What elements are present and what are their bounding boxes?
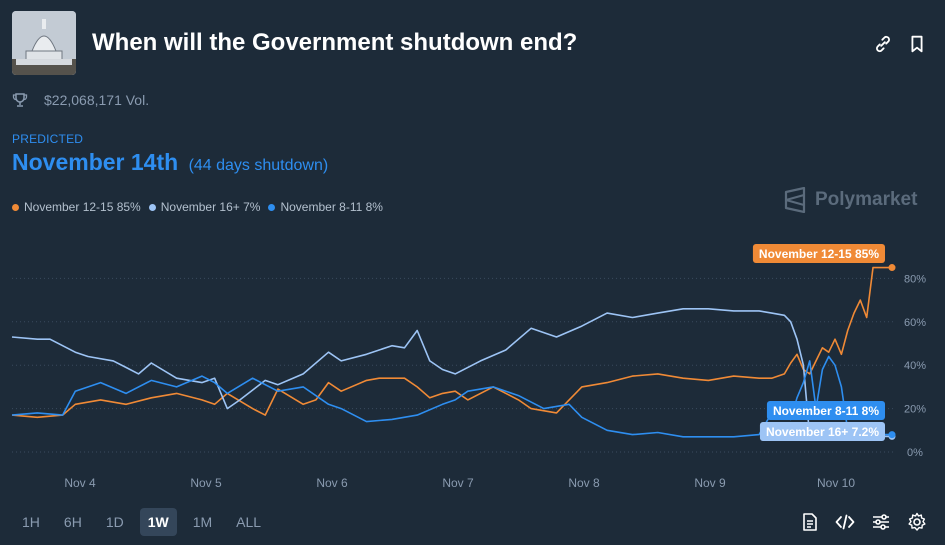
legend-label: November 8-11 8% bbox=[280, 200, 383, 214]
end-label-text: November 12-15 85% bbox=[759, 247, 879, 261]
x-tick-label: Nov 4 bbox=[64, 476, 96, 490]
series-end-point bbox=[888, 431, 896, 439]
legend-item-nov-12-15: November 12-15 85% bbox=[12, 200, 141, 214]
predicted-outcome: November 14th (44 days shutdown) bbox=[12, 149, 328, 176]
end-label: November 16+ 7.2% bbox=[759, 422, 885, 441]
market-thumbnail bbox=[12, 11, 76, 75]
settings-gear-icon[interactable] bbox=[907, 512, 927, 532]
polymarket-logo-icon bbox=[784, 187, 806, 213]
x-tick-label: Nov 5 bbox=[190, 476, 222, 490]
chart-legend: November 12-15 85% November 16+ 7% Novem… bbox=[12, 200, 391, 214]
outcome-text: November 14th bbox=[12, 149, 179, 175]
end-label: November 12-15 85% bbox=[752, 244, 885, 263]
volume-stat: $22,068,171 Vol. bbox=[12, 92, 149, 108]
sliders-icon[interactable] bbox=[871, 512, 891, 532]
end-label-box bbox=[752, 244, 885, 263]
y-tick-label: 80% bbox=[904, 273, 926, 285]
range-1m[interactable]: 1M bbox=[192, 514, 213, 530]
range-all[interactable]: ALL bbox=[236, 514, 262, 530]
range-1h[interactable]: 1H bbox=[22, 514, 40, 530]
embed-code-icon[interactable] bbox=[835, 512, 855, 532]
x-tick-label: Nov 9 bbox=[694, 476, 726, 490]
end-label-text: November 8-11 8% bbox=[773, 404, 879, 418]
market-title: When will the Government shutdown end? bbox=[92, 29, 578, 56]
end-labels: November 12-15 85% November 8-11 8% Novemb… bbox=[752, 244, 885, 441]
legend-dot bbox=[148, 203, 156, 211]
series-lines bbox=[11, 264, 896, 440]
series-end-point bbox=[888, 264, 896, 272]
x-tick-label: Nov 7 bbox=[442, 476, 474, 490]
y-tick-label: 20% bbox=[904, 404, 926, 416]
rules-document-icon[interactable] bbox=[800, 512, 820, 532]
legend-dot bbox=[12, 203, 19, 211]
bookmark-icon[interactable] bbox=[906, 33, 928, 55]
price-chart[interactable]: 0% 20% 40% 60% 80% Nov 4 Nov 5 Nov 6 Nov 7 Nov 8… bbox=[0, 225, 945, 495]
end-label-box bbox=[766, 401, 885, 420]
y-tick-label: 0% bbox=[907, 447, 923, 459]
y-tick-label: 40% bbox=[904, 360, 926, 372]
legend-label: November 12-15 85% bbox=[24, 200, 141, 214]
legend-dot bbox=[268, 203, 276, 211]
outcome-detail: (44 days shutdown) bbox=[188, 157, 329, 174]
x-tick-label: Nov 10 bbox=[817, 476, 855, 490]
series-line-1 bbox=[11, 308, 892, 440]
capitol-image bbox=[12, 11, 76, 75]
end-label-text: November 16+ 7.2% bbox=[766, 425, 879, 439]
range-6h[interactable]: 6H bbox=[63, 514, 82, 530]
legend-label: November 16+ 7% bbox=[160, 200, 261, 214]
series-line-0 bbox=[11, 266, 892, 419]
time-range-selector: 1H 6H 1D 1W 1M ALL bbox=[14, 508, 277, 536]
y-tick-label: 60% bbox=[904, 317, 926, 329]
x-tick-label: Nov 8 bbox=[568, 476, 600, 490]
legend-item-nov-8-11: November 8-11 8% bbox=[268, 200, 383, 214]
x-axis-ticks: Nov 4 Nov 5 Nov 6 Nov 7 Nov 8 Nov 9 Nov 10 bbox=[64, 476, 855, 490]
predicted-label: PREDICTED bbox=[12, 132, 84, 146]
x-tick-label: Nov 6 bbox=[316, 476, 348, 490]
end-label-box bbox=[759, 422, 885, 441]
polymarket-brand: Polymarket bbox=[783, 187, 917, 213]
range-1d[interactable]: 1D bbox=[105, 514, 124, 530]
y-axis-ticks: 0% 20% 40% 60% 80% bbox=[904, 273, 926, 459]
brand-name: Polymarket bbox=[815, 189, 918, 210]
link-icon[interactable] bbox=[872, 33, 894, 55]
legend-item-nov-16-plus: November 16+ 7% bbox=[148, 200, 261, 214]
trophy-icon bbox=[12, 93, 28, 107]
end-label: November 8-11 8% bbox=[766, 401, 885, 420]
range-1w[interactable]: 1W bbox=[139, 508, 177, 536]
volume-text: $22,068,171 Vol. bbox=[44, 92, 150, 108]
